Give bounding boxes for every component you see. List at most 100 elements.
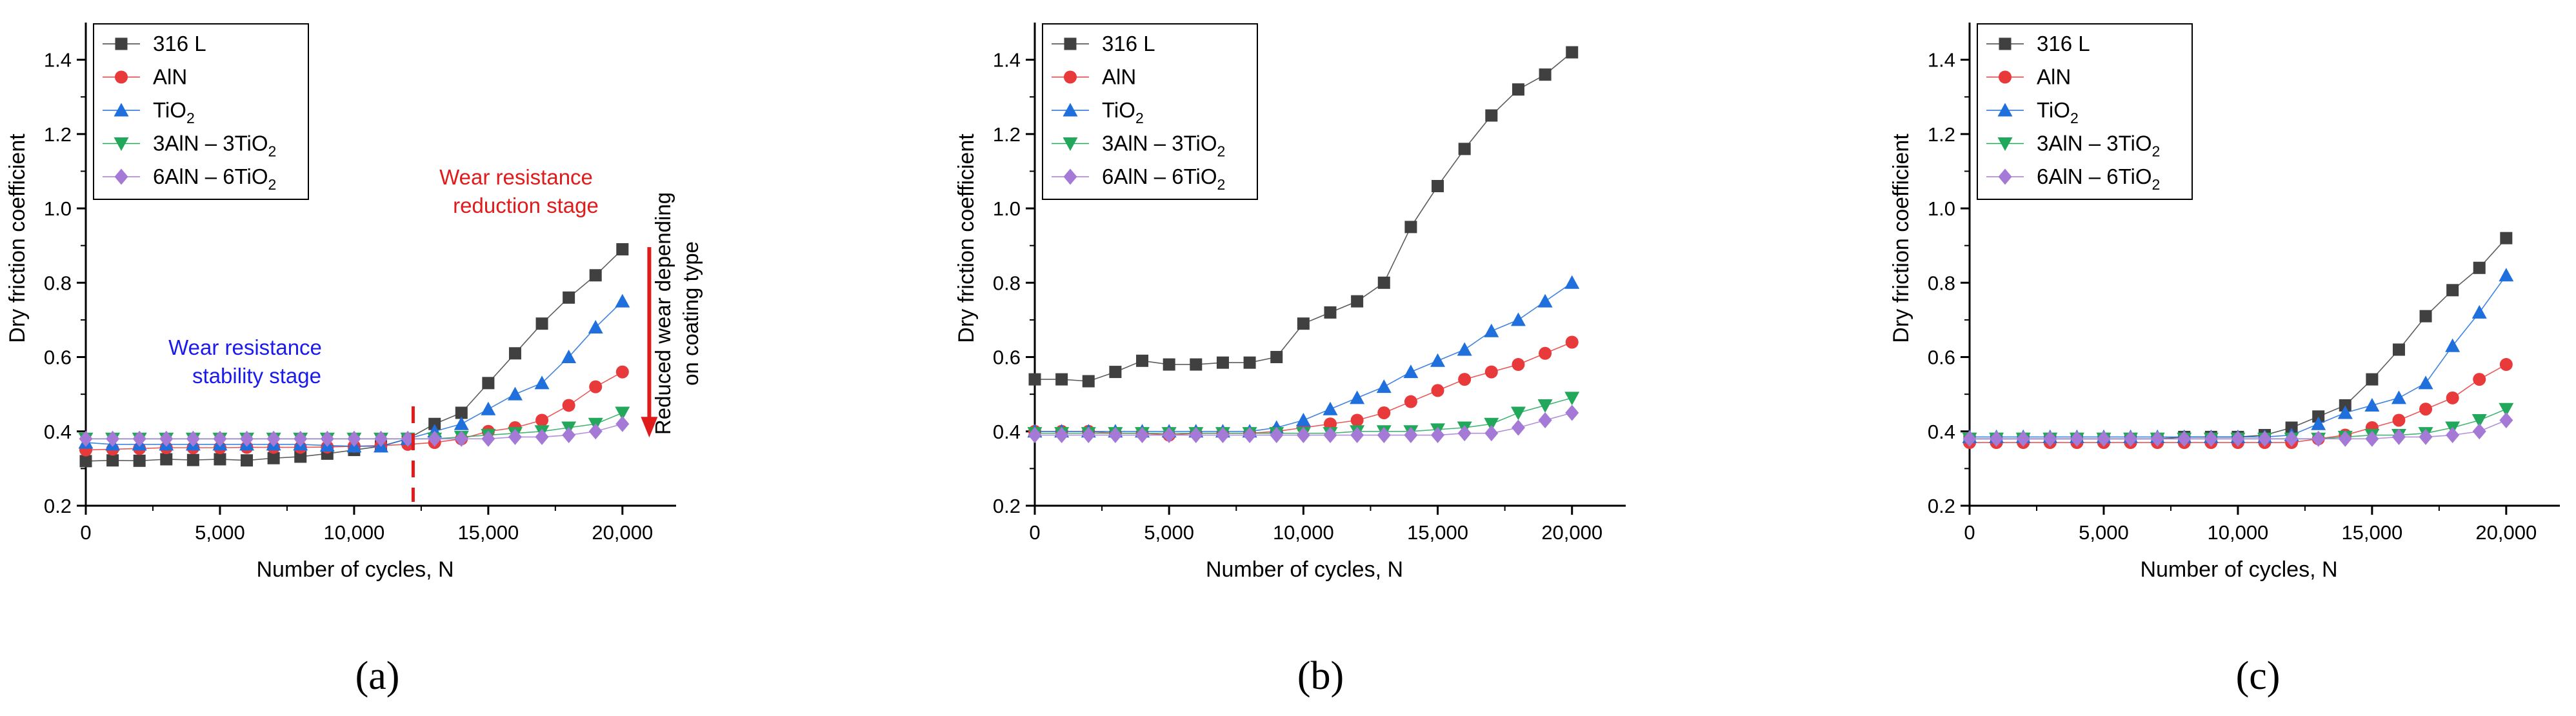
- legend-label: 6AlN – 6TiO2: [1102, 164, 1225, 193]
- data-point: [106, 430, 120, 447]
- data-point: [615, 406, 630, 421]
- data-point: [1564, 275, 1580, 289]
- x-tick-label: 5,000: [1144, 521, 1194, 544]
- data-point: [481, 401, 496, 415]
- legend-box: [1977, 23, 2193, 200]
- legend-marker: [1997, 103, 2013, 117]
- legend-label-main: 316 L: [1102, 32, 1155, 55]
- data-point: [1512, 83, 1524, 96]
- legend-label: 316 L: [1102, 32, 1155, 55]
- legend-label-main: TiO: [1102, 98, 1135, 122]
- data-point: [616, 243, 629, 255]
- y-tick-label: 1.0: [44, 197, 72, 220]
- panel-label: (c): [2236, 654, 2281, 698]
- legend-label-main: 3AlN – 3TiO: [1102, 132, 1217, 155]
- data-point: [2419, 403, 2433, 416]
- data-point: [481, 430, 495, 447]
- legend-label: 6AlN – 6TiO2: [153, 164, 276, 193]
- data-point: [1537, 399, 1553, 413]
- y-tick-label: 0.8: [44, 272, 72, 294]
- data-point: [1432, 180, 1444, 193]
- data-point: [1457, 425, 1472, 442]
- y-tick-label: 0.6: [1928, 346, 1955, 369]
- legend-label: 316 L: [153, 32, 206, 55]
- chart-panel-c: 0.2 0.4 0.6 0.8 1.0 1.2 1.4 0 5,000 10,000 15,000 2…: [1889, 23, 2560, 582]
- data-point: [2016, 430, 2030, 447]
- legend-label: 3AlN – 3TiO2: [1102, 132, 1225, 160]
- data-point: [588, 319, 603, 333]
- legend-label-main: 316 L: [153, 32, 206, 55]
- data-point: [1108, 427, 1123, 444]
- data-point: [374, 430, 388, 447]
- legend-marker: [1999, 37, 2012, 50]
- legend-marker: [115, 70, 128, 84]
- data-point: [1404, 395, 1417, 408]
- y-tick-label: 0.6: [44, 346, 72, 369]
- legend-label-subscript: 2: [268, 143, 277, 160]
- data-point: [240, 430, 254, 447]
- data-point: [2285, 421, 2298, 434]
- data-point: [1457, 342, 1472, 356]
- y-tick-label: 1.4: [44, 49, 72, 72]
- data-point: [508, 347, 521, 360]
- data-point: [79, 455, 92, 468]
- legend-label-main: 6AlN – 6TiO: [2037, 164, 2152, 188]
- x-axis-label: Number of cycles, N: [1206, 557, 1403, 582]
- data-point: [1323, 401, 1338, 415]
- data-point: [2365, 430, 2379, 447]
- y-tick-label: 1.0: [1928, 197, 1955, 220]
- data-point: [266, 430, 281, 447]
- legend-label-subscript: 2: [186, 110, 195, 126]
- data-point: [2124, 430, 2138, 447]
- data-point: [2339, 399, 2351, 412]
- data-point: [2311, 416, 2326, 430]
- data-point: [1351, 295, 1364, 308]
- data-point: [2419, 310, 2432, 323]
- legend-label: AlN: [1102, 65, 1136, 89]
- data-point: [2097, 430, 2111, 447]
- data-point: [2499, 412, 2513, 428]
- data-point: [2392, 413, 2406, 427]
- x-tick-label: 0: [1029, 521, 1040, 544]
- y-tick-label: 0.2: [44, 495, 72, 517]
- wear-reduction-arrowhead: [641, 417, 658, 438]
- data-point: [1510, 312, 1526, 326]
- data-point: [1962, 430, 1977, 447]
- data-point: [615, 365, 629, 379]
- legend-marker: [114, 103, 129, 117]
- y-axis-label: Dry friction coefficient: [1889, 134, 1913, 343]
- legend-marker: [1064, 70, 1077, 84]
- legend-marker: [114, 168, 128, 185]
- series-tio2: [1962, 268, 2514, 443]
- data-point: [2392, 343, 2405, 356]
- x-tick-label: 15,000: [457, 521, 519, 544]
- x-tick-label: 20,000: [592, 521, 653, 544]
- data-point: [589, 269, 602, 282]
- data-point: [2500, 232, 2513, 244]
- legend-label-main: 6AlN – 6TiO: [153, 164, 268, 188]
- data-point: [1190, 358, 1203, 371]
- data-point: [1537, 293, 1553, 308]
- data-point: [1564, 392, 1580, 406]
- legend-label: 3AlN – 3TiO2: [153, 132, 276, 160]
- y-tick-label: 0.6: [993, 346, 1021, 369]
- y-tick-label: 0.4: [993, 421, 1021, 443]
- data-point: [2043, 430, 2057, 447]
- data-point: [1990, 430, 2004, 447]
- legend-label: 6AlN – 6TiO2: [2037, 164, 2160, 193]
- data-point: [535, 317, 548, 330]
- data-point: [454, 416, 469, 430]
- data-point: [2499, 358, 2513, 372]
- data-point: [562, 427, 576, 444]
- legend-label-main: TiO: [2037, 98, 2070, 122]
- data-point: [589, 380, 603, 393]
- data-point: [1565, 404, 1579, 421]
- data-point: [563, 291, 575, 304]
- legend-label-subscript: 2: [2070, 110, 2079, 126]
- data-point: [2312, 410, 2325, 423]
- panel-label: (a): [355, 654, 400, 698]
- data-point: [2258, 430, 2271, 447]
